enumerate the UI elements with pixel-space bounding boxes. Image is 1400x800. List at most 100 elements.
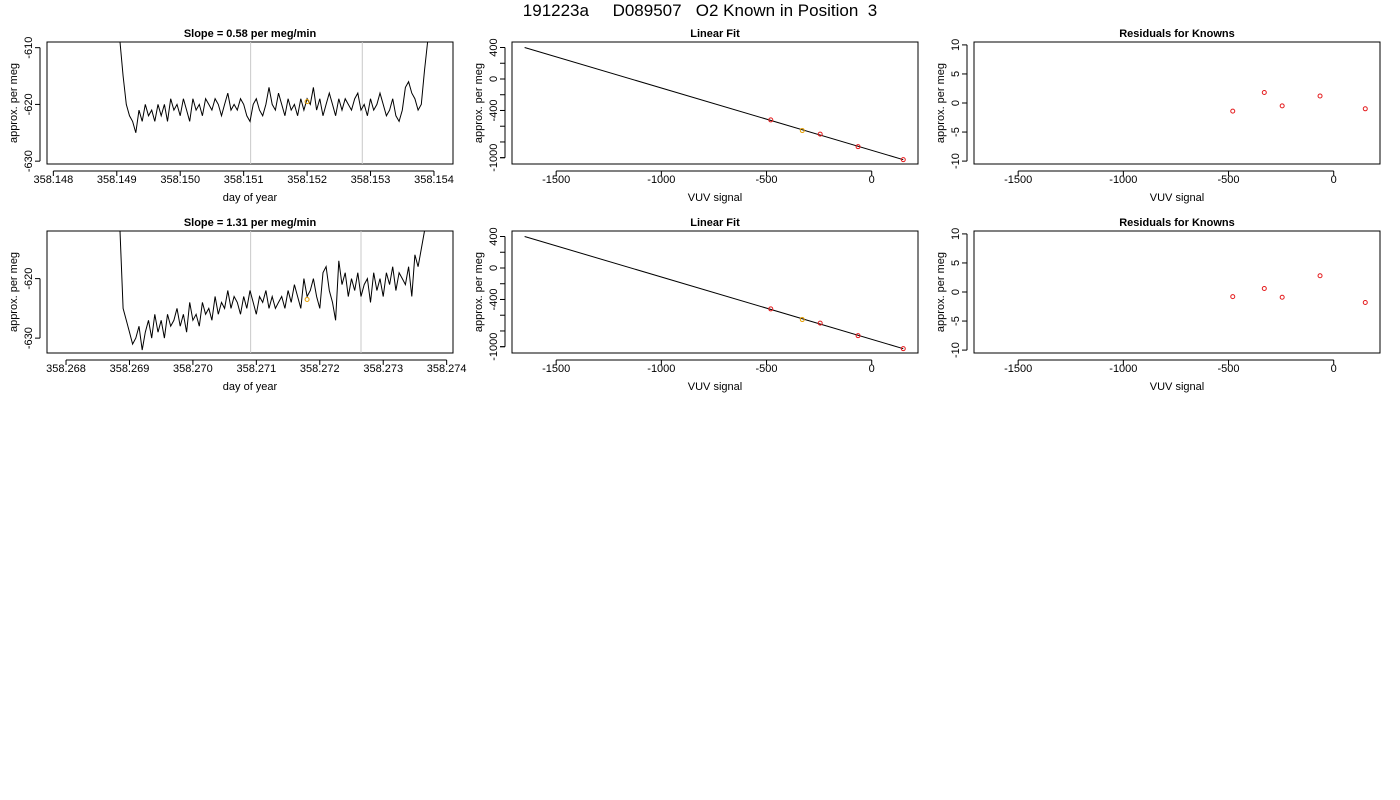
y-tick-label: -610 bbox=[23, 37, 35, 59]
x-tick-label: 0 bbox=[1331, 174, 1337, 186]
data-point bbox=[1230, 108, 1236, 114]
data-point bbox=[855, 333, 861, 339]
y-tick-label: 400 bbox=[488, 38, 500, 56]
y-tick-label: 10 bbox=[950, 228, 962, 240]
plot-frame bbox=[511, 230, 919, 354]
y-axis-label: approx. per meg bbox=[473, 252, 485, 332]
y-tick-label: -620 bbox=[23, 268, 35, 290]
highlight-point bbox=[304, 296, 310, 302]
x-tick-label: 358.150 bbox=[160, 174, 200, 186]
page-title: 191223a D089507 O2 Known in Position 3 bbox=[522, 1, 878, 20]
plot-frame bbox=[46, 230, 454, 354]
plot-frame bbox=[46, 41, 454, 165]
x-tick-label: 358.271 bbox=[236, 363, 276, 375]
plot-area bbox=[119, 231, 425, 353]
plot-area bbox=[1230, 90, 1368, 114]
data-point bbox=[900, 157, 906, 163]
y-tick-label: -630 bbox=[23, 327, 35, 349]
plot-area bbox=[524, 47, 906, 163]
y-tick-label: 5 bbox=[950, 260, 962, 266]
x-tick-label: -500 bbox=[756, 174, 778, 186]
x-axis-label: VUV signal bbox=[1150, 381, 1204, 393]
data-point bbox=[768, 306, 774, 312]
series-line bbox=[119, 231, 425, 351]
data-point bbox=[900, 346, 906, 352]
x-axis-label: day of year bbox=[223, 192, 278, 204]
x-tick-label: -500 bbox=[1218, 174, 1240, 186]
plot-frame bbox=[973, 41, 1381, 165]
chart-title: Linear Fit bbox=[690, 217, 740, 229]
y-tick-label: 10 bbox=[950, 39, 962, 51]
y-tick-label: -5 bbox=[950, 316, 962, 326]
x-tick-label: 358.269 bbox=[110, 363, 150, 375]
chart-panel-5: Linear Fit -1500 -1000 -500 0 VUV signal -1000… bbox=[473, 217, 919, 393]
y-tick-label: -630 bbox=[23, 150, 35, 172]
data-point bbox=[1279, 103, 1285, 109]
x-tick-label: 358.149 bbox=[97, 174, 137, 186]
fit-line bbox=[524, 236, 904, 350]
y-tick-label: 400 bbox=[488, 227, 500, 245]
x-tick-label: 358.268 bbox=[46, 363, 86, 375]
data-point bbox=[817, 131, 823, 137]
x-tick-label: 358.154 bbox=[414, 174, 454, 186]
y-axis-label: approx. per meg bbox=[8, 63, 20, 143]
x-tick-label: -1500 bbox=[1004, 363, 1032, 375]
data-point bbox=[1362, 299, 1368, 305]
plot-frame bbox=[511, 41, 919, 165]
data-point bbox=[1317, 93, 1323, 99]
y-axis-label: approx. per meg bbox=[8, 252, 20, 332]
x-axis-label: VUV signal bbox=[1150, 192, 1204, 204]
x-tick-label: 0 bbox=[1331, 363, 1337, 375]
y-tick-label: -400 bbox=[488, 288, 500, 310]
y-tick-label: -1000 bbox=[488, 144, 500, 172]
y-tick-label: -5 bbox=[950, 127, 962, 137]
chart-title: Linear Fit bbox=[690, 28, 740, 40]
data-point bbox=[1230, 294, 1236, 300]
chart-panel-3: Residuals for Knowns -1500 -1000 -500 0 VUV s… bbox=[935, 28, 1381, 204]
chart-title: Slope = 0.58 per meg/min bbox=[184, 28, 317, 40]
x-tick-label: 358.148 bbox=[33, 174, 73, 186]
data-point bbox=[1317, 273, 1323, 279]
chart-panel-2: Linear Fit -1500 -1000 -500 0 VUV signal -1000… bbox=[473, 28, 919, 204]
y-tick-label: -1000 bbox=[488, 333, 500, 361]
data-point bbox=[1362, 106, 1368, 112]
data-point bbox=[855, 144, 861, 150]
data-point bbox=[768, 117, 774, 123]
y-tick-label: -10 bbox=[950, 153, 962, 169]
chart-panel-4: Slope = 1.31 per meg/min 358.268 358.269 35… bbox=[8, 217, 467, 393]
y-axis-label: approx. per meg bbox=[935, 63, 947, 143]
y-tick-label: 5 bbox=[950, 71, 962, 77]
plot-area bbox=[119, 42, 429, 164]
x-tick-label: 358.274 bbox=[427, 363, 467, 375]
y-tick-label: -10 bbox=[950, 342, 962, 358]
x-axis-label: VUV signal bbox=[688, 381, 742, 393]
x-axis-label: day of year bbox=[223, 381, 278, 393]
data-point bbox=[799, 317, 805, 323]
data-point bbox=[1279, 294, 1285, 300]
plot-area bbox=[524, 236, 906, 352]
x-tick-label: 358.272 bbox=[300, 363, 340, 375]
data-point bbox=[799, 128, 805, 134]
x-tick-label: 0 bbox=[869, 174, 875, 186]
data-point bbox=[817, 320, 823, 326]
data-point bbox=[1261, 90, 1267, 96]
series-line bbox=[119, 42, 429, 133]
x-tick-label: -500 bbox=[756, 363, 778, 375]
chart-title: Slope = 1.31 per meg/min bbox=[184, 217, 317, 229]
x-tick-label: -1000 bbox=[1109, 174, 1137, 186]
x-tick-label: 0 bbox=[869, 363, 875, 375]
highlight-point bbox=[304, 99, 310, 105]
y-tick-label: -620 bbox=[23, 93, 35, 115]
x-axis-label: VUV signal bbox=[688, 192, 742, 204]
x-tick-label: 358.270 bbox=[173, 363, 213, 375]
y-tick-label: 0 bbox=[488, 265, 500, 271]
x-tick-label: -1500 bbox=[542, 363, 570, 375]
x-tick-label: -1500 bbox=[542, 174, 570, 186]
y-tick-label: 0 bbox=[950, 100, 962, 106]
plot-area bbox=[1230, 273, 1368, 305]
x-tick-label: 358.151 bbox=[224, 174, 264, 186]
x-tick-label: -1000 bbox=[1109, 363, 1137, 375]
x-tick-label: 358.152 bbox=[287, 174, 327, 186]
y-axis-label: approx. per meg bbox=[473, 63, 485, 143]
